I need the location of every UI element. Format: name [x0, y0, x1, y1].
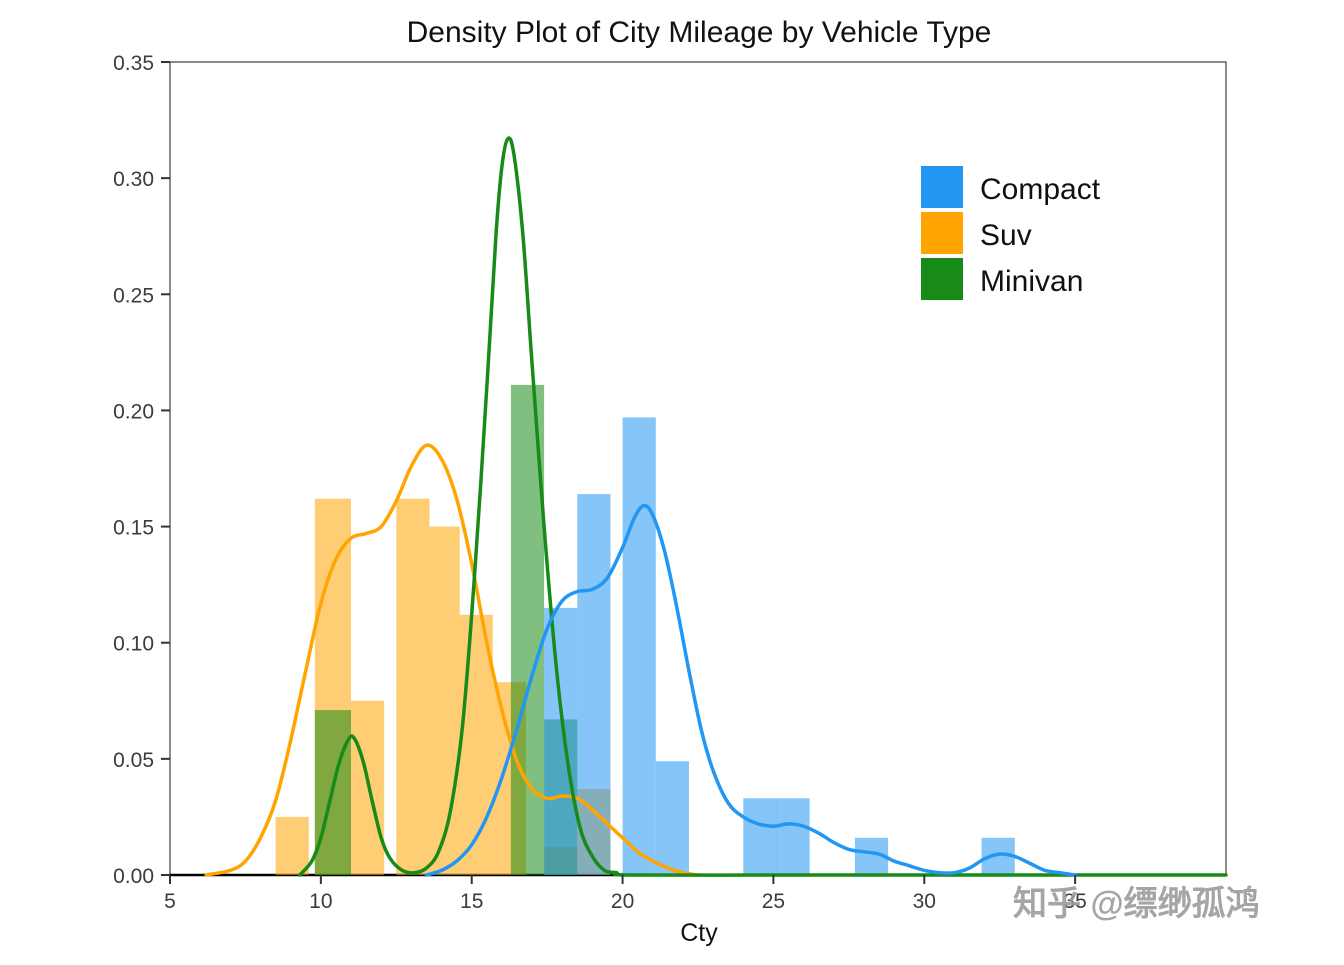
axes: 5 10 15 20 25 30 35 0.00 0.05 0.10 0.15 0.20 0.25 0.3…: [113, 52, 1087, 913]
y-tick-label: 0.20: [113, 400, 154, 423]
legend-label-minivan: Minivan: [980, 265, 1083, 298]
y-tick-label: 0.30: [113, 168, 154, 191]
legend: Compact Suv Minivan: [921, 166, 1101, 300]
y-tick-label: 0.00: [113, 865, 154, 888]
histogram-bar-compact: [776, 798, 810, 875]
x-tick-label: 20: [611, 890, 634, 913]
watermark: 知乎 @缥缈孤鸿: [1013, 885, 1260, 923]
histogram-bar-suv: [459, 614, 493, 875]
density-curve-compact: [424, 503, 1077, 877]
histogram-bars: [275, 384, 1015, 875]
histogram-bar-compact: [655, 761, 689, 875]
x-tick-label: 25: [762, 890, 785, 913]
histogram-bar-compact: [743, 798, 777, 875]
legend-swatch-suv: [921, 212, 963, 254]
histogram-bar-compact: [544, 607, 578, 875]
x-tick-label: 30: [913, 890, 936, 913]
y-tick-label: 0.35: [113, 52, 154, 75]
density-curve-suv: [204, 443, 700, 877]
histogram-bar-compact: [577, 494, 611, 875]
chart-title: Density Plot of City Mileage by Vehicle …: [407, 16, 992, 49]
legend-label-compact: Compact: [980, 173, 1101, 206]
histogram-bar-suv: [396, 498, 430, 875]
x-tick-label: 35: [1063, 890, 1086, 913]
y-tick-label: 0.05: [113, 749, 154, 772]
x-axis-label: Cty: [680, 919, 718, 947]
histogram-bar-suv: [429, 526, 460, 875]
histogram-bar-suv: [275, 816, 309, 875]
y-tick-label: 0.15: [113, 517, 154, 540]
histogram-bar-compact: [622, 417, 656, 875]
density-curves: [204, 136, 1228, 877]
x-tick-label: 5: [164, 890, 176, 913]
legend-swatch-minivan: [921, 258, 963, 300]
y-tick-label: 0.10: [113, 633, 154, 656]
y-tick-label: 0.25: [113, 284, 154, 307]
x-tick-label: 15: [460, 890, 483, 913]
legend-label-suv: Suv: [980, 219, 1032, 252]
x-tick-label: 10: [309, 890, 332, 913]
density-curve-minivan: [297, 136, 1228, 877]
legend-swatch-compact: [921, 166, 963, 208]
